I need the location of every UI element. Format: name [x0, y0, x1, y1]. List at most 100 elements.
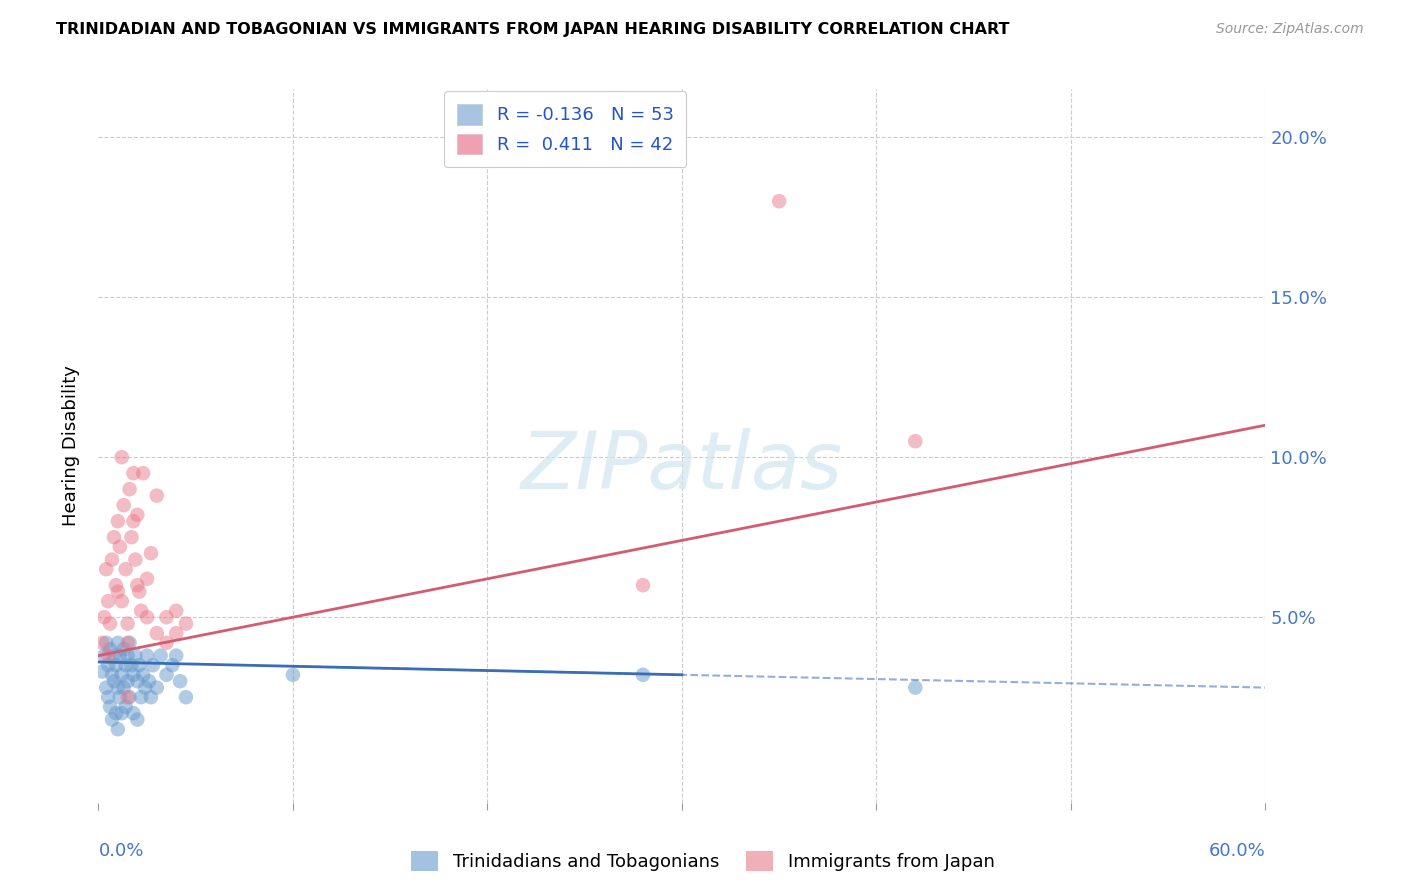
Point: [107, 681, 129, 695]
Point: [165, 604, 187, 618]
Point: [96, 636, 118, 650]
Point: [98, 642, 121, 657]
Point: [124, 648, 146, 663]
Point: [134, 681, 156, 695]
Point: [132, 668, 155, 682]
Point: [111, 594, 134, 608]
Point: [136, 610, 159, 624]
Point: [97, 690, 120, 705]
Point: [101, 552, 124, 566]
Point: [149, 648, 172, 663]
Point: [155, 668, 177, 682]
Point: [96, 562, 118, 576]
Point: [768, 194, 790, 209]
Point: [117, 636, 139, 650]
Point: [904, 434, 927, 449]
Point: [136, 572, 159, 586]
Point: [112, 498, 135, 512]
Point: [104, 578, 127, 592]
Point: [117, 616, 139, 631]
Point: [904, 681, 927, 695]
Point: [98, 699, 121, 714]
Text: 0.0%: 0.0%: [98, 842, 143, 860]
Point: [128, 658, 150, 673]
Point: [91, 636, 114, 650]
Point: [631, 668, 654, 682]
Point: [122, 706, 145, 721]
Point: [91, 665, 114, 679]
Point: [107, 722, 129, 736]
Legend: Trinidadians and Tobagonians, Immigrants from Japan: Trinidadians and Tobagonians, Immigrants…: [404, 844, 1002, 879]
Point: [127, 713, 149, 727]
Y-axis label: Hearing Disability: Hearing Disability: [62, 366, 80, 526]
Point: [136, 648, 159, 663]
Point: [139, 546, 162, 560]
Point: [103, 530, 125, 544]
Text: TRINIDADIAN AND TOBAGONIAN VS IMMIGRANTS FROM JAPAN HEARING DISABILITY CORRELATI: TRINIDADIAN AND TOBAGONIAN VS IMMIGRANTS…: [56, 22, 1010, 37]
Point: [117, 674, 139, 689]
Point: [117, 648, 139, 663]
Point: [128, 584, 150, 599]
Legend: R = -0.136   N = 53, R =  0.411   N = 42: R = -0.136 N = 53, R = 0.411 N = 42: [444, 91, 686, 167]
Point: [124, 552, 146, 566]
Point: [112, 642, 135, 657]
Point: [114, 699, 136, 714]
Point: [117, 690, 139, 705]
Point: [129, 604, 152, 618]
Point: [104, 658, 127, 673]
Point: [111, 706, 134, 721]
Point: [93, 610, 115, 624]
Point: [155, 610, 177, 624]
Point: [107, 514, 129, 528]
Point: [165, 626, 187, 640]
Point: [108, 648, 131, 663]
Point: [121, 530, 143, 544]
Text: Source: ZipAtlas.com: Source: ZipAtlas.com: [1216, 22, 1364, 37]
Point: [114, 562, 136, 576]
Point: [281, 668, 304, 682]
Point: [121, 658, 143, 673]
Point: [138, 674, 160, 689]
Point: [111, 668, 134, 682]
Point: [146, 626, 169, 640]
Point: [127, 674, 149, 689]
Point: [165, 648, 187, 663]
Point: [93, 648, 115, 663]
Point: [155, 636, 177, 650]
Point: [631, 578, 654, 592]
Point: [96, 681, 118, 695]
Point: [174, 616, 197, 631]
Point: [118, 636, 141, 650]
Point: [132, 466, 155, 480]
Point: [162, 658, 184, 673]
Point: [111, 450, 134, 465]
Point: [122, 466, 145, 480]
Point: [97, 594, 120, 608]
Point: [127, 578, 149, 592]
Point: [108, 540, 131, 554]
Point: [174, 690, 197, 705]
Text: 60.0%: 60.0%: [1209, 842, 1265, 860]
Point: [98, 616, 121, 631]
Point: [108, 690, 131, 705]
Point: [103, 674, 125, 689]
Point: [142, 658, 165, 673]
Point: [169, 674, 191, 689]
Point: [112, 681, 135, 695]
Point: [139, 690, 162, 705]
Point: [101, 713, 124, 727]
Point: [146, 681, 169, 695]
Point: [101, 668, 124, 682]
Point: [122, 514, 145, 528]
Point: [97, 648, 120, 663]
Point: [107, 584, 129, 599]
Point: [107, 636, 129, 650]
Point: [146, 489, 169, 503]
Point: [129, 690, 152, 705]
Point: [118, 482, 141, 496]
Point: [127, 508, 149, 522]
Point: [104, 706, 127, 721]
Text: ZIPatlas: ZIPatlas: [520, 428, 844, 507]
Point: [122, 668, 145, 682]
Point: [114, 658, 136, 673]
